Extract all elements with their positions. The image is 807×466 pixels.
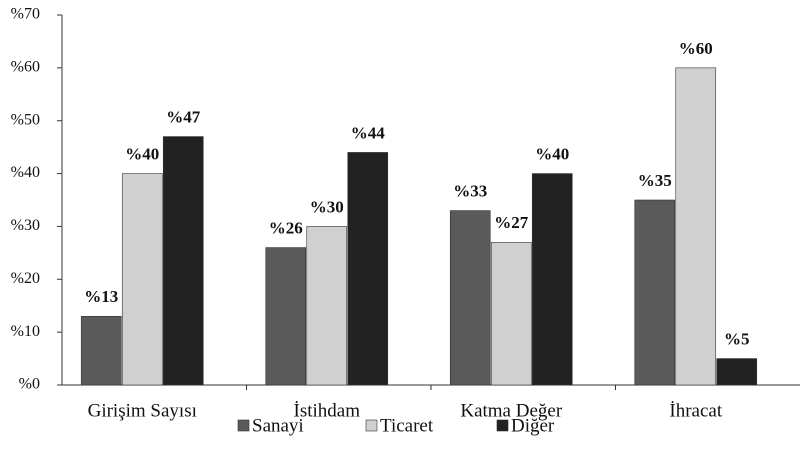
- value-label: %44: [351, 123, 386, 142]
- value-label: %30: [310, 197, 344, 216]
- value-label: %26: [269, 218, 303, 237]
- legend-label: Sanayi: [252, 415, 304, 436]
- bar: [531, 173, 573, 386]
- bar: [80, 315, 122, 386]
- bar: [675, 67, 717, 386]
- legend-swatch: [237, 419, 250, 432]
- bar: [347, 152, 389, 386]
- x-tick-label: Katma Değer: [460, 400, 562, 421]
- legend-label: Diğer: [511, 415, 555, 436]
- y-tick-label: %10: [11, 323, 40, 340]
- value-label: %40: [125, 144, 159, 163]
- bar: [490, 241, 532, 386]
- value-label: %33: [453, 181, 487, 200]
- value-label: %40: [535, 144, 569, 163]
- value-label: %47: [166, 107, 201, 126]
- legend-swatch: [365, 419, 378, 432]
- bar: [716, 358, 758, 386]
- legend-label: Ticaret: [380, 415, 434, 436]
- value-label: %13: [84, 287, 118, 306]
- y-tick-label: %20: [11, 270, 40, 287]
- value-label: %35: [638, 171, 672, 190]
- bar: [162, 136, 204, 386]
- y-tick-label: %40: [11, 164, 40, 181]
- y-tick-label: %60: [11, 59, 40, 76]
- legend-swatch: [496, 419, 509, 432]
- y-tick-label: %30: [11, 217, 40, 234]
- bar: [634, 199, 676, 386]
- value-label: %60: [679, 39, 713, 58]
- x-tick-label: İstihdam: [294, 400, 361, 421]
- bar: [121, 173, 163, 386]
- value-label: %5: [724, 329, 750, 348]
- y-tick-label: %0: [19, 376, 40, 393]
- x-tick-label: İhracat: [669, 400, 722, 421]
- bar: [449, 210, 491, 386]
- x-tick-label: Girişim Sayısı: [88, 400, 197, 421]
- bar: [306, 226, 348, 386]
- value-label: %27: [494, 213, 529, 232]
- y-tick-label: %70: [11, 6, 40, 23]
- y-tick-label: %50: [11, 111, 40, 128]
- bar: [265, 247, 307, 386]
